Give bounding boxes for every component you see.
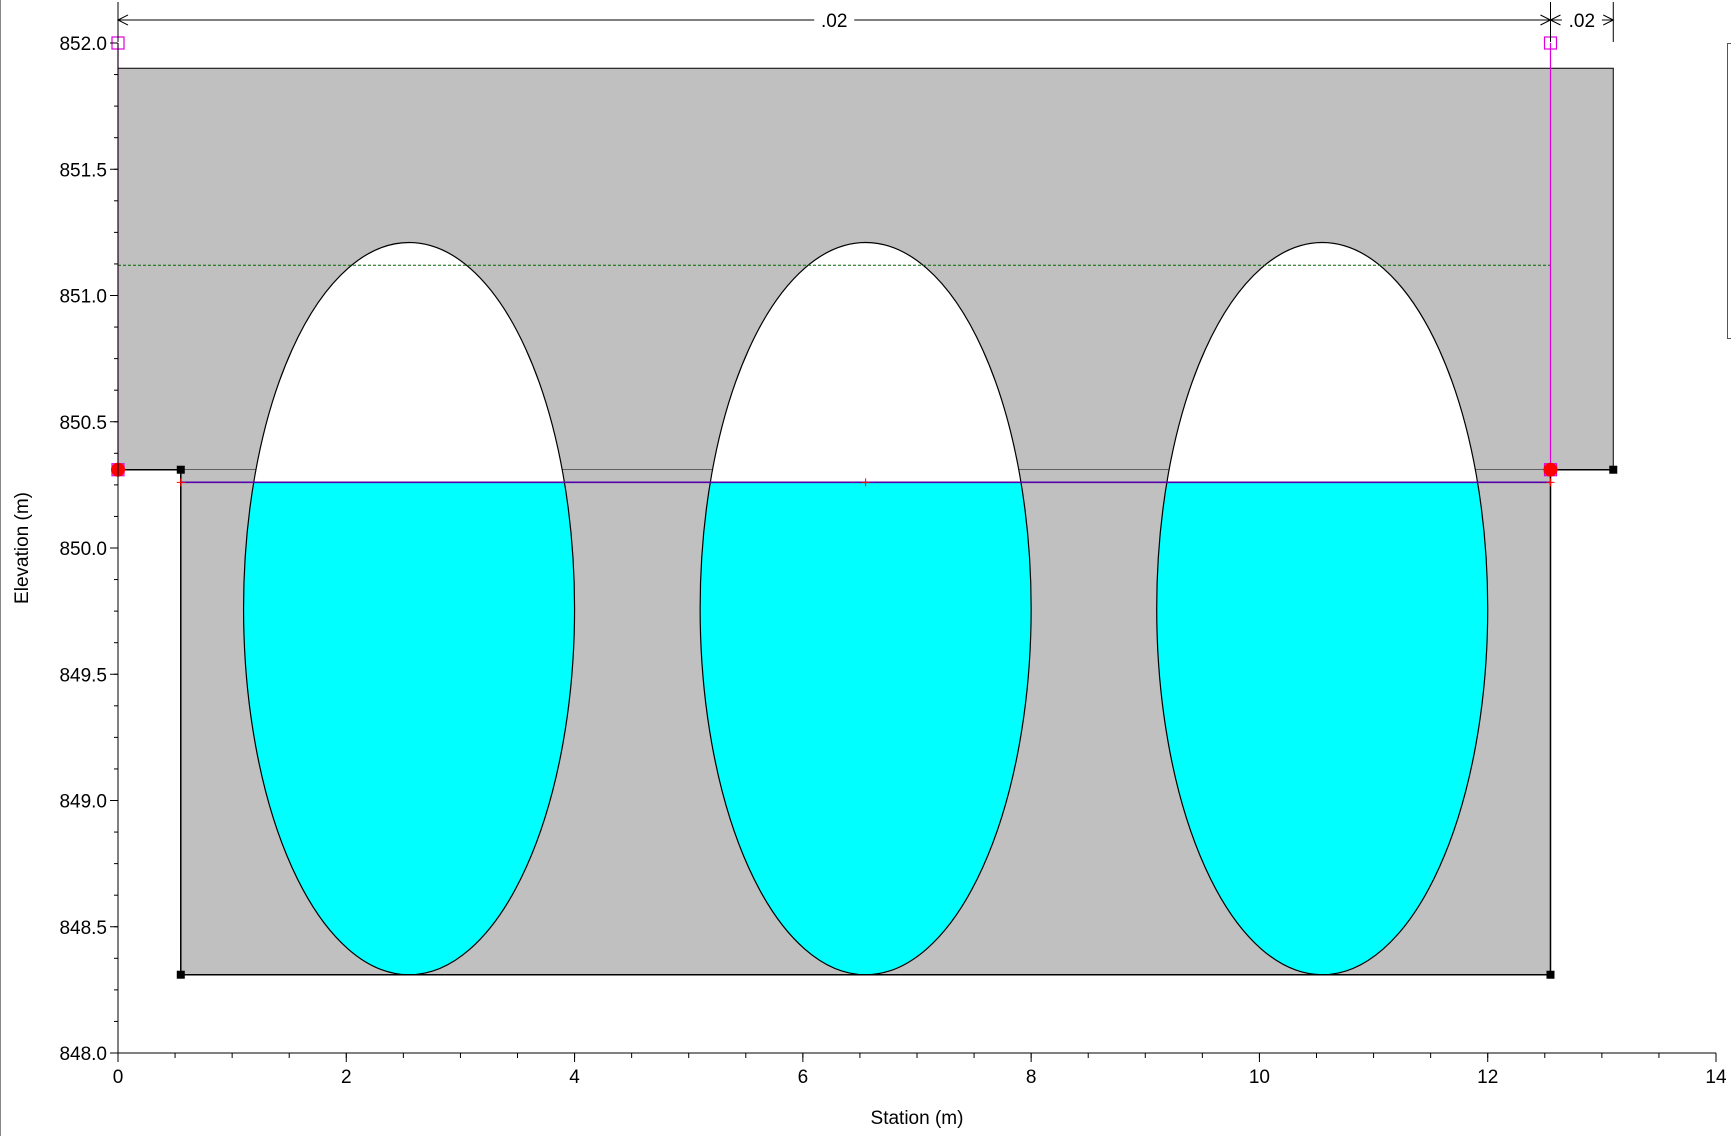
y-tick-label: 851.0 [59, 287, 107, 308]
y-tick-label: 851.5 [59, 160, 107, 181]
culvert-openings-layer [242, 241, 1489, 976]
y-tick-label: 849.0 [59, 792, 107, 813]
y-tick-label: 850.0 [59, 539, 107, 560]
x-tick-label: 10 [1249, 1067, 1270, 1088]
ground-point-1 [176, 465, 185, 474]
legend-box[interactable] [1727, 43, 1731, 339]
ground-point-2 [176, 970, 185, 979]
water-surface-marker-1 [176, 478, 185, 487]
window-left-border [0, 0, 1, 1136]
y-tick-label: 849.5 [59, 665, 107, 686]
y-tick-label: 850.5 [59, 413, 107, 434]
manning-n-label-1: .02 [821, 11, 847, 32]
x-tick-label: 8 [1026, 1067, 1037, 1088]
x-tick-label: 12 [1477, 1067, 1498, 1088]
water-surface-marker-3 [1546, 478, 1555, 487]
ground-profile-line [118, 468, 1614, 976]
y-tick-label: 848.0 [59, 1044, 107, 1065]
ground-point-4 [1609, 465, 1618, 474]
x-tick-label: 2 [341, 1067, 352, 1088]
y-tick-label: 848.5 [59, 918, 107, 939]
ground-point-3 [1546, 970, 1555, 979]
x-tick-label: 4 [569, 1067, 580, 1088]
x-tick-label: 6 [798, 1067, 809, 1088]
y-axis-title: Elevation (m) [12, 492, 33, 604]
x-tick-label: 0 [113, 1067, 124, 1088]
bank-station-2 [1543, 462, 1558, 477]
manning-dimension-layer: .02 .02 [116, 2, 1615, 42]
y-tick-label: 852.0 [59, 34, 107, 55]
x-axis-title: Station (m) [871, 1108, 964, 1129]
axes-layer: 848.0 848.5 849.0 849.5 850.0 850.5 851.0 851.5… [59, 34, 1727, 1088]
x-tick-label: 14 [1705, 1067, 1727, 1088]
water-surface-marker-2 [861, 478, 870, 487]
manning-n-label-2: .02 [1569, 11, 1595, 32]
